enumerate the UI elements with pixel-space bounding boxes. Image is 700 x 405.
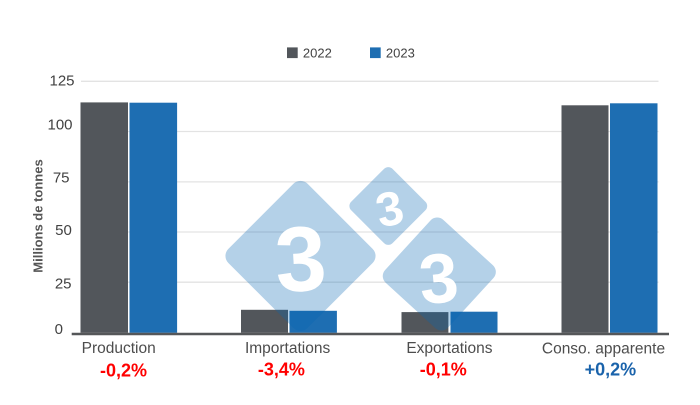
svg-text:2023: 2023: [386, 45, 415, 60]
svg-text:3: 3: [416, 238, 462, 319]
svg-text:3: 3: [272, 207, 328, 312]
svg-text:+0,2%: +0,2%: [585, 359, 637, 379]
svg-text:75: 75: [53, 169, 70, 186]
svg-text:0: 0: [55, 321, 63, 338]
svg-text:125: 125: [49, 73, 74, 90]
svg-text:100: 100: [47, 117, 72, 134]
svg-text:25: 25: [55, 275, 72, 292]
svg-text:-0,2%: -0,2%: [100, 360, 147, 380]
svg-text:-3,4%: -3,4%: [258, 360, 305, 380]
svg-text:Production: Production: [82, 340, 156, 357]
svg-text:Conso. apparente: Conso. apparente: [542, 341, 665, 358]
svg-text:Importations: Importations: [245, 340, 331, 357]
svg-text:Exportations: Exportations: [406, 340, 492, 357]
svg-text:Millions de tonnes: Millions de tonnes: [30, 159, 45, 272]
svg-text:-0,1%: -0,1%: [420, 360, 467, 380]
svg-text:2022: 2022: [303, 45, 332, 60]
svg-text:50: 50: [55, 222, 72, 239]
